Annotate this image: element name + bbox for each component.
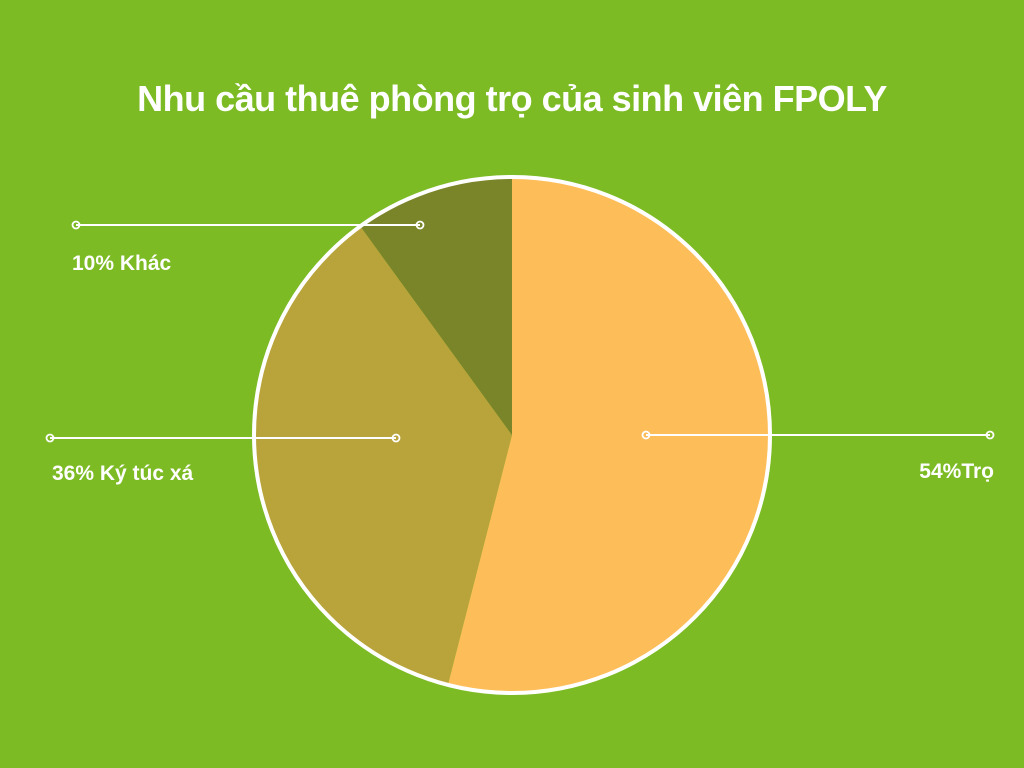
pie-slices: [254, 177, 771, 693]
pie-slice-khác: [360, 177, 512, 435]
pie-slice-trọ: [447, 177, 771, 693]
slice-label-ky-tuc-xa: 36% Ký túc xá: [52, 462, 194, 485]
leader-lines: [45, 220, 995, 443]
slice-label-khac: 10% Khác: [72, 252, 172, 275]
leader-line-ky-tuc-xa: [45, 433, 401, 443]
slice-label-tro: 54%Trọ: [919, 460, 994, 483]
leader-line-tro: [641, 430, 995, 440]
chart-title: Nhu cầu thuê phòng trọ của sinh viên FPO…: [137, 78, 887, 119]
leader-line-khac: [71, 220, 425, 230]
pie-slice-ký-túc-xá: [254, 226, 512, 685]
